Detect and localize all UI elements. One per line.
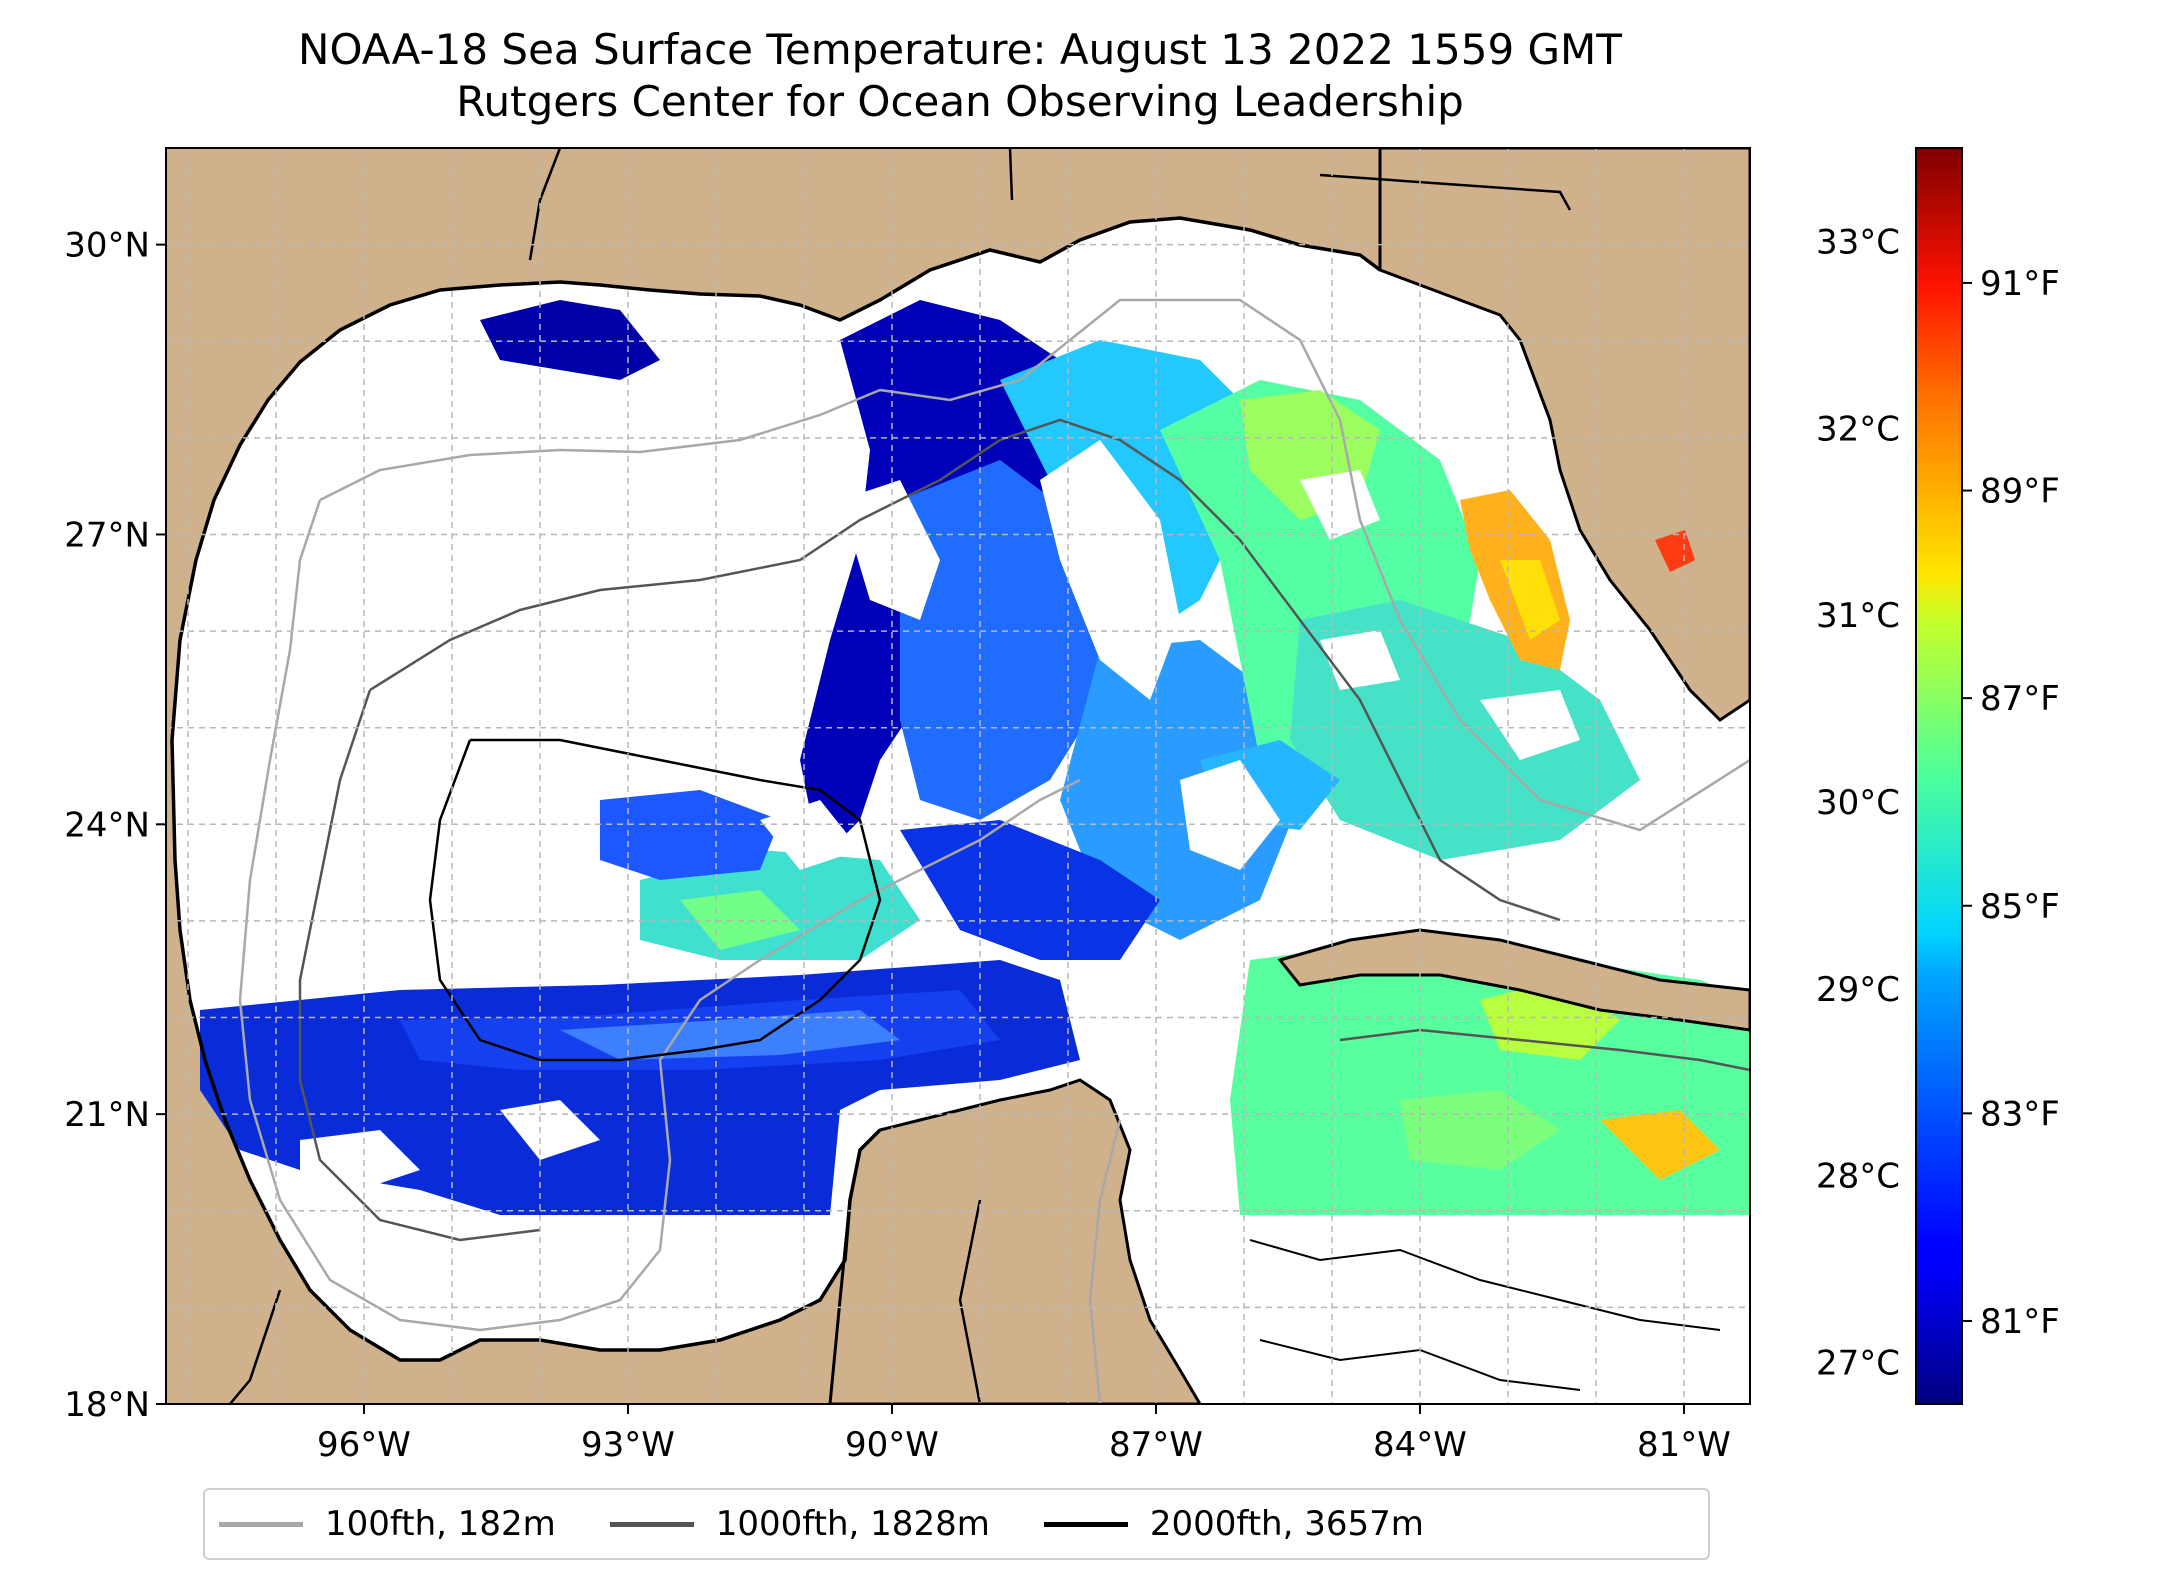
lake-okeechobee (1655, 530, 1695, 572)
florida-land (1378, 148, 1750, 722)
fahrenheit-tick-label: 81°F (1980, 1302, 2060, 1342)
lat-tick-label: 30°N (64, 226, 150, 266)
lon-tick-label: 84°W (1373, 1425, 1467, 1465)
legend-item-2000fth: 2000fth, 3657m (1043, 1504, 1424, 1544)
fahrenheit-tick-label: 83°F (1980, 1094, 2060, 1134)
legend-line-1000fth (609, 1521, 694, 1527)
legend-label-100fth: 100fth, 182m (325, 1504, 556, 1544)
legend-item-100fth: 100fth, 182m (219, 1504, 556, 1544)
legend-label-2000fth: 2000fth, 3657m (1149, 1504, 1424, 1544)
fahrenheit-tick-label: 87°F (1980, 679, 2060, 719)
celsius-tick-label: 29°C (1816, 970, 1900, 1010)
longitude-axis: 96°W 93°W 90°W 87°W 84°W 81°W (317, 1404, 1731, 1465)
gridlines (166, 148, 1750, 1404)
lat-tick-label: 24°N (64, 805, 150, 845)
celsius-tick-label: 28°C (1816, 1157, 1900, 1197)
lat-tick-label: 18°N (64, 1385, 150, 1425)
celsius-tick-label: 31°C (1816, 596, 1900, 636)
celsius-tick-label: 27°C (1816, 1343, 1900, 1383)
lat-tick-label: 21°N (64, 1095, 150, 1135)
legend-line-2000fth (1043, 1521, 1128, 1527)
colorbar (1915, 147, 1963, 1405)
celsius-tick-label: 32°C (1816, 409, 1900, 449)
colorbar-fahrenheit-axis: 91°F 89°F 87°F 85°F 83°F 81°F (1962, 264, 2060, 1342)
title-line-1: NOAA-18 Sea Surface Temperature: August … (298, 25, 1622, 74)
lon-tick-label: 90°W (845, 1425, 939, 1465)
fahrenheit-tick-label: 89°F (1980, 472, 2060, 512)
mexico-coastline (170, 739, 882, 1362)
legend-line-100fth (219, 1521, 303, 1527)
lon-tick-label: 96°W (317, 1425, 411, 1465)
latitude-axis: 30°N 27°N 24°N 21°N 18°N (64, 226, 166, 1425)
cuba-land (1277, 928, 1750, 1032)
gulf-coastline (170, 216, 1382, 741)
fahrenheit-tick-label: 91°F (1980, 264, 2060, 304)
legend-label-1000fth: 1000fth, 1828m (715, 1504, 990, 1544)
celsius-tick-label: 30°C (1816, 783, 1900, 823)
plot-frame (165, 147, 1751, 1405)
bathymetry-legend: 100fth, 182m 1000fth, 1828m 2000fth, 365… (203, 1488, 1710, 1560)
map-area (166, 148, 1750, 1404)
colorbar-celsius-axis: 33°C 32°C 31°C 30°C 29°C 28°C 27°C (1816, 222, 1900, 1383)
lon-tick-label: 87°W (1109, 1425, 1203, 1465)
chart-title: NOAA-18 Sea Surface Temperature: August … (0, 24, 1920, 128)
lon-tick-label: 81°W (1637, 1425, 1731, 1465)
legend-item-1000fth: 1000fth, 1828m (609, 1504, 990, 1544)
title-line-2: Rutgers Center for Ocean Observing Leade… (456, 77, 1464, 126)
boundaries (229, 148, 1572, 1404)
celsius-tick-label: 33°C (1816, 222, 1900, 262)
lat-tick-label: 27°N (64, 515, 150, 555)
lon-tick-label: 93°W (581, 1425, 675, 1465)
fahrenheit-tick-label: 85°F (1980, 887, 2060, 927)
